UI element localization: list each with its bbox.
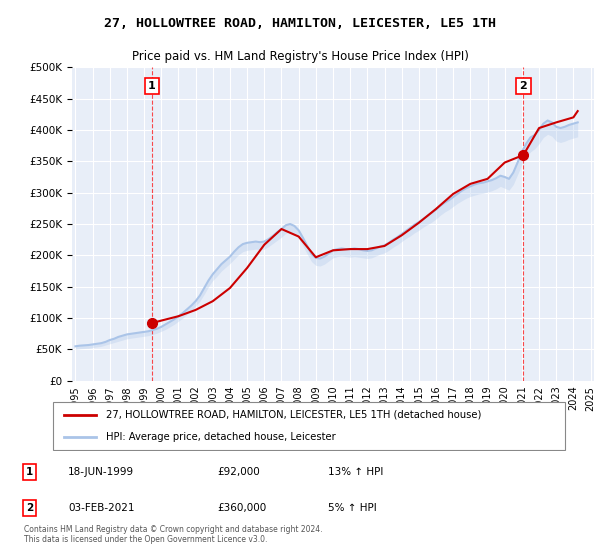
Text: 13% ↑ HPI: 13% ↑ HPI (328, 467, 383, 477)
Text: Price paid vs. HM Land Registry's House Price Index (HPI): Price paid vs. HM Land Registry's House … (131, 50, 469, 63)
Text: 18-JUN-1999: 18-JUN-1999 (68, 467, 134, 477)
Text: 2: 2 (520, 81, 527, 91)
Text: 27, HOLLOWTREE ROAD, HAMILTON, LEICESTER, LE5 1TH: 27, HOLLOWTREE ROAD, HAMILTON, LEICESTER… (104, 17, 496, 30)
Text: £92,000: £92,000 (217, 467, 260, 477)
Text: HPI: Average price, detached house, Leicester: HPI: Average price, detached house, Leic… (106, 432, 336, 442)
Text: 27, HOLLOWTREE ROAD, HAMILTON, LEICESTER, LE5 1TH (detached house): 27, HOLLOWTREE ROAD, HAMILTON, LEICESTER… (106, 409, 481, 419)
Text: 5% ↑ HPI: 5% ↑ HPI (328, 503, 376, 513)
FancyBboxPatch shape (53, 402, 565, 450)
Text: 2: 2 (26, 503, 33, 513)
Text: 03-FEB-2021: 03-FEB-2021 (68, 503, 134, 513)
Text: £360,000: £360,000 (217, 503, 266, 513)
Text: Contains HM Land Registry data © Crown copyright and database right 2024.
This d: Contains HM Land Registry data © Crown c… (24, 525, 323, 544)
Text: 1: 1 (148, 81, 156, 91)
Text: 1: 1 (26, 467, 33, 477)
